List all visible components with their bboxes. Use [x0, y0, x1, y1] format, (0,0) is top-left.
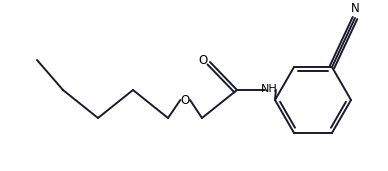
Text: O: O: [198, 54, 208, 67]
Text: O: O: [180, 94, 190, 107]
Text: NH: NH: [261, 84, 278, 94]
Text: N: N: [351, 2, 359, 15]
